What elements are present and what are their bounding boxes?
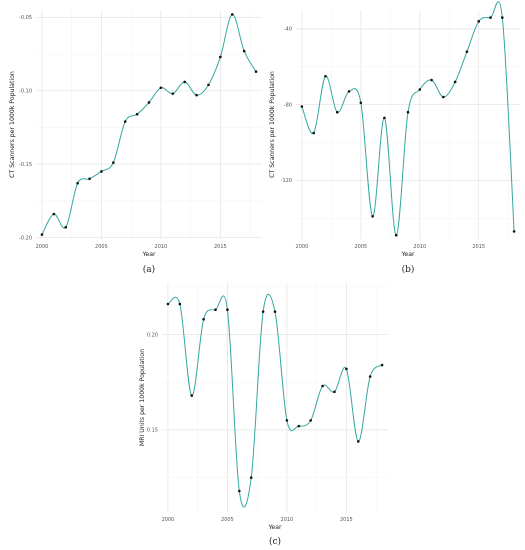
data-point-2016 (489, 16, 492, 19)
data-point-2006 (238, 489, 241, 493)
series-line (167, 293, 383, 508)
y-tick-label: -40 (284, 27, 292, 33)
data-point-2001 (312, 131, 315, 135)
data-point-2018 (512, 230, 516, 233)
data-point-2011 (430, 78, 433, 82)
x-axis-title: Year (267, 524, 282, 531)
data-point-2018 (380, 363, 384, 367)
x-tick-label: 2000 (162, 517, 175, 523)
data-point-2015 (219, 55, 222, 59)
data-point-2017 (368, 375, 372, 378)
data-point-2018 (254, 70, 258, 73)
data-point-2006 (371, 214, 374, 218)
data-point-2003 (335, 110, 339, 114)
y-tick-label: -0.05 (19, 15, 32, 21)
x-tick-label: 2000 (36, 244, 49, 250)
data-point-2013 (453, 80, 457, 84)
y-axis-title: CT Scanners per 1000k Population (269, 71, 276, 178)
y-tick-label: -80 (284, 102, 292, 108)
data-point-2001 (52, 212, 56, 216)
data-point-2017 (501, 16, 504, 19)
data-point-2005 (226, 308, 229, 312)
chart-c: 2000 2005 2010 2015 0.15 0.20 Year MRI Units pe… (139, 283, 388, 547)
x-axis-title: Year (141, 251, 156, 258)
data-point-2008 (135, 112, 139, 116)
data-point-2011 (297, 424, 301, 428)
data-point-2014 (333, 390, 336, 394)
data-point-2009 (406, 110, 410, 114)
data-point-2007 (123, 120, 127, 123)
y-tick-label: -0.20 (19, 235, 32, 241)
data-point-2015 (477, 20, 481, 23)
x-tick-label: 2010 (281, 517, 294, 523)
y-tick-label: -0.10 (19, 89, 32, 95)
series-line (41, 13, 257, 235)
data-point-2012 (309, 419, 312, 422)
panel-label: (c) (269, 536, 281, 547)
grid (296, 10, 520, 239)
data-point-2012 (442, 95, 445, 99)
x-tick-label: 2015 (340, 517, 353, 523)
data-point-2002 (324, 74, 327, 78)
x-tick-label: 2005 (95, 244, 108, 250)
data-point-2005 (359, 101, 363, 105)
data-point-2015 (345, 367, 348, 371)
data-point-2002 (64, 225, 68, 229)
y-tick-label: 0.15 (147, 428, 158, 434)
data-point-2017 (242, 49, 246, 53)
grid (36, 10, 262, 239)
data-point-2004 (347, 90, 351, 93)
data-point-2003 (202, 317, 205, 321)
data-point-2014 (207, 83, 210, 87)
data-point-2005 (100, 170, 103, 173)
x-tick-label: 2015 (472, 244, 485, 250)
grid (162, 283, 388, 512)
data-point-2000 (166, 302, 170, 306)
data-point-2001 (178, 302, 182, 306)
x-tick-label: 2005 (354, 244, 367, 250)
data-point-2010 (418, 88, 422, 91)
data-point-2002 (190, 394, 194, 397)
data-point-2008 (261, 310, 265, 313)
data-point-2013 (195, 93, 198, 97)
data-point-2007 (249, 476, 253, 479)
data-point-2013 (321, 384, 324, 388)
x-axis-title: Year (400, 251, 415, 258)
data-point-2004 (214, 308, 217, 312)
data-point-2000 (300, 105, 304, 108)
data-point-2003 (76, 181, 79, 185)
data-point-2000 (40, 233, 44, 236)
panel-label: (a) (143, 264, 155, 275)
y-axis-title: CT Scanners per 1000k Population (9, 71, 16, 178)
data-point-2010 (285, 419, 289, 422)
data-point-2012 (183, 80, 186, 84)
data-point-2010 (159, 86, 163, 90)
data-point-2014 (465, 50, 469, 53)
data-point-2011 (171, 92, 175, 95)
y-tick-label: 0.20 (147, 332, 158, 338)
data-point-2006 (112, 161, 115, 164)
y-axis-title: MRI Units per 1000k Population (139, 349, 146, 446)
y-tick-label: -120 (281, 178, 292, 184)
panel-label: (b) (402, 264, 415, 275)
x-tick-label: 2010 (413, 244, 426, 250)
data-point-2009 (273, 310, 277, 313)
data-point-2009 (147, 101, 151, 104)
x-tick-label: 2010 (155, 244, 168, 250)
y-tick-label: -0.15 (19, 162, 32, 168)
data-point-2016 (230, 13, 234, 16)
data-point-2008 (394, 233, 398, 237)
data-point-2016 (356, 440, 360, 443)
chart-b: 2000 2005 2010 2015 -120 -80 -40 Year CT Scanner… (269, 1, 520, 275)
data-point-2004 (88, 177, 91, 181)
chart-a: 2000 2005 2010 2015 -0.20 -0.15 -0.10 -0.05 Year… (9, 10, 262, 275)
x-tick-label: 2000 (296, 244, 309, 250)
data-point-2007 (383, 116, 386, 120)
x-tick-label: 2015 (214, 244, 227, 250)
x-tick-label: 2005 (221, 517, 234, 523)
series-line (301, 1, 515, 236)
